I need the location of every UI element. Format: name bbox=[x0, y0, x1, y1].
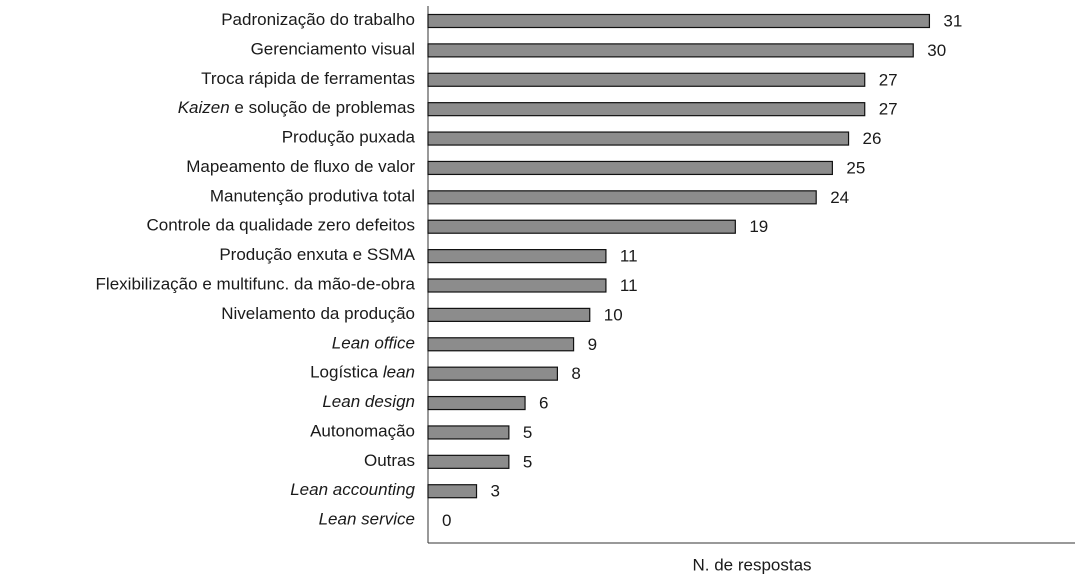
category-label: Lean office bbox=[332, 334, 415, 353]
bar bbox=[427, 454, 510, 469]
bar bbox=[427, 131, 850, 146]
category-label: Logística lean bbox=[310, 363, 415, 382]
bar bbox=[427, 278, 607, 293]
value-label: 8 bbox=[571, 364, 580, 383]
x-axis-label: N. de respostas bbox=[692, 555, 811, 574]
value-label: 27 bbox=[879, 100, 898, 119]
category-label: Mapeamento de fluxo de valor bbox=[186, 157, 415, 176]
bar bbox=[427, 366, 558, 381]
value-label: 25 bbox=[846, 158, 865, 177]
category-label: Padronização do trabalho bbox=[221, 10, 415, 29]
category-label: Produção enxuta e SSMA bbox=[219, 246, 415, 265]
bar bbox=[427, 43, 914, 58]
value-label: 5 bbox=[523, 452, 532, 471]
bar bbox=[427, 484, 478, 499]
value-label: 30 bbox=[927, 41, 946, 60]
category-label: Troca rápida de ferramentas bbox=[201, 69, 415, 88]
category-label: Lean accounting bbox=[290, 481, 415, 500]
bar bbox=[427, 425, 510, 440]
category-label: Nivelamento da produção bbox=[221, 304, 415, 323]
bar bbox=[427, 307, 591, 322]
bar bbox=[427, 219, 736, 234]
bar bbox=[427, 72, 866, 87]
bar bbox=[427, 13, 931, 29]
value-label: 27 bbox=[879, 70, 898, 89]
value-label: 31 bbox=[943, 11, 962, 30]
bar bbox=[427, 395, 526, 411]
value-label: 10 bbox=[604, 305, 623, 324]
value-label: 24 bbox=[830, 188, 849, 207]
value-label: 0 bbox=[442, 511, 451, 530]
category-label: Autonomação bbox=[310, 422, 415, 441]
value-label: 11 bbox=[620, 276, 638, 295]
value-label: 19 bbox=[749, 217, 768, 236]
bar bbox=[427, 337, 575, 352]
category-label: Produção puxada bbox=[282, 128, 416, 147]
category-label: Lean design bbox=[322, 393, 415, 412]
bar bbox=[427, 160, 833, 176]
category-label: Controle da qualidade zero defeitos bbox=[147, 216, 416, 235]
bar bbox=[427, 102, 866, 117]
bar bbox=[427, 249, 607, 264]
value-label: 26 bbox=[863, 129, 882, 148]
bar bbox=[427, 190, 817, 205]
category-label: Manutenção produtiva total bbox=[210, 187, 415, 206]
category-label: Outras bbox=[364, 451, 415, 470]
category-label: Kaizen e solução de problemas bbox=[178, 99, 415, 118]
value-label: 9 bbox=[588, 335, 597, 354]
value-label: 3 bbox=[491, 482, 500, 501]
category-label: Gerenciamento visual bbox=[251, 40, 415, 59]
category-label: Lean service bbox=[319, 510, 415, 529]
value-label: 11 bbox=[620, 247, 638, 266]
value-label: 6 bbox=[539, 394, 548, 413]
value-label: 5 bbox=[523, 423, 532, 442]
category-label: Flexibilização e multifunc. da mão-de-ob… bbox=[96, 275, 416, 294]
